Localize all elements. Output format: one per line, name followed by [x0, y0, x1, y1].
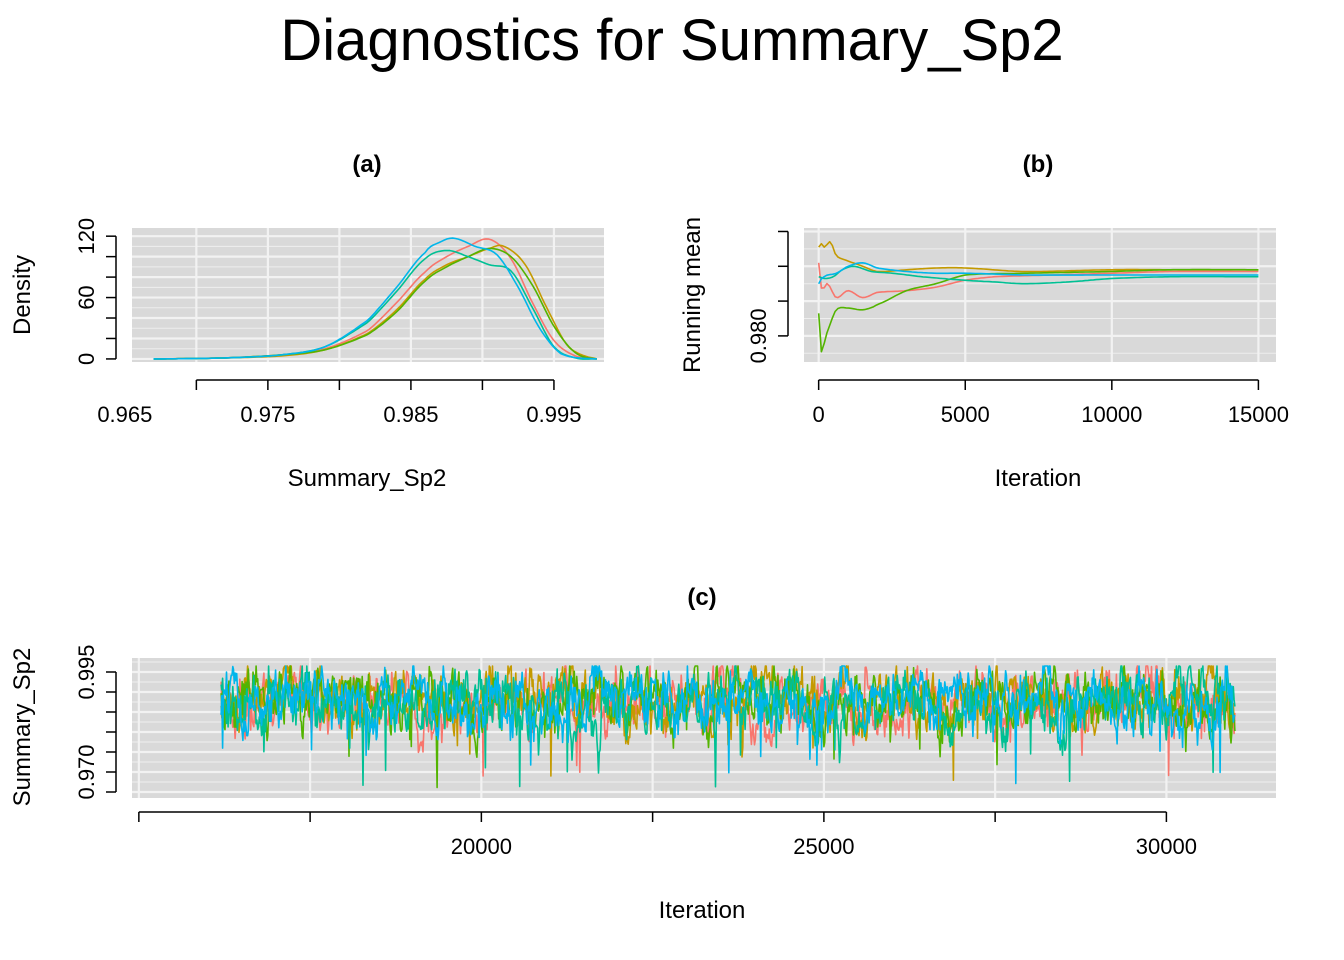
x-tick-label: 0.965 — [97, 402, 152, 427]
panel-a-title: (a) — [352, 151, 381, 178]
plot-background — [132, 228, 604, 362]
x-tick-label: 0 — [813, 402, 825, 427]
x-tick-label: 20000 — [451, 834, 512, 859]
panel-c-xlabel: Iteration — [659, 897, 746, 924]
panel-b-xlabel: Iteration — [995, 465, 1082, 492]
running-mean-panel: (b) Iteration Running mean 0 5000 10000 150… — [679, 151, 1289, 492]
trace-line-5 — [220, 665, 1236, 785]
x-tick-label: 10000 — [1081, 402, 1142, 427]
x-tick-label: 0.995 — [526, 402, 581, 427]
x-tick-label: 25000 — [793, 834, 854, 859]
x-tick-label: 15000 — [1228, 402, 1289, 427]
panel-a-ylabel: Density — [9, 255, 36, 335]
density-panel: (a) Summary_Sp2 Density 0.965 0.975 0.985 0… — [9, 151, 604, 492]
plot-background — [804, 228, 1276, 362]
x-tick-label: 0.975 — [240, 402, 295, 427]
figure-title: Diagnostics for Summary_Sp2 — [280, 8, 1063, 73]
y-tick-label: 0.995 — [74, 644, 99, 699]
x-tick-label: 30000 — [1136, 834, 1197, 859]
series-line-3 — [817, 268, 1259, 353]
panel-a-xlabel: Summary_Sp2 — [288, 465, 447, 492]
y-tick-label: 120 — [74, 218, 99, 255]
series-line-5 — [817, 262, 1259, 285]
x-tick-label: 0.985 — [383, 402, 438, 427]
series-line-5 — [153, 237, 597, 360]
panel-c-ylabel: Summary_Sp2 — [9, 648, 36, 807]
y-tick-label: 0 — [74, 353, 99, 365]
x-tick-label: 5000 — [941, 402, 990, 427]
panel-c-title: (c) — [687, 584, 716, 611]
panel-b-title: (b) — [1023, 151, 1054, 178]
y-tick-label: 60 — [74, 285, 99, 309]
y-tick-label: 0.970 — [74, 744, 99, 799]
series-line-4 — [818, 265, 1259, 285]
trace-line-3 — [220, 665, 1236, 789]
y-tick-label: 0.980 — [746, 308, 771, 363]
panel-b-ylabel: Running mean — [679, 217, 706, 373]
trace-panel: (c) Iteration Summary_Sp2 20000 25000 3000… — [9, 584, 1276, 924]
